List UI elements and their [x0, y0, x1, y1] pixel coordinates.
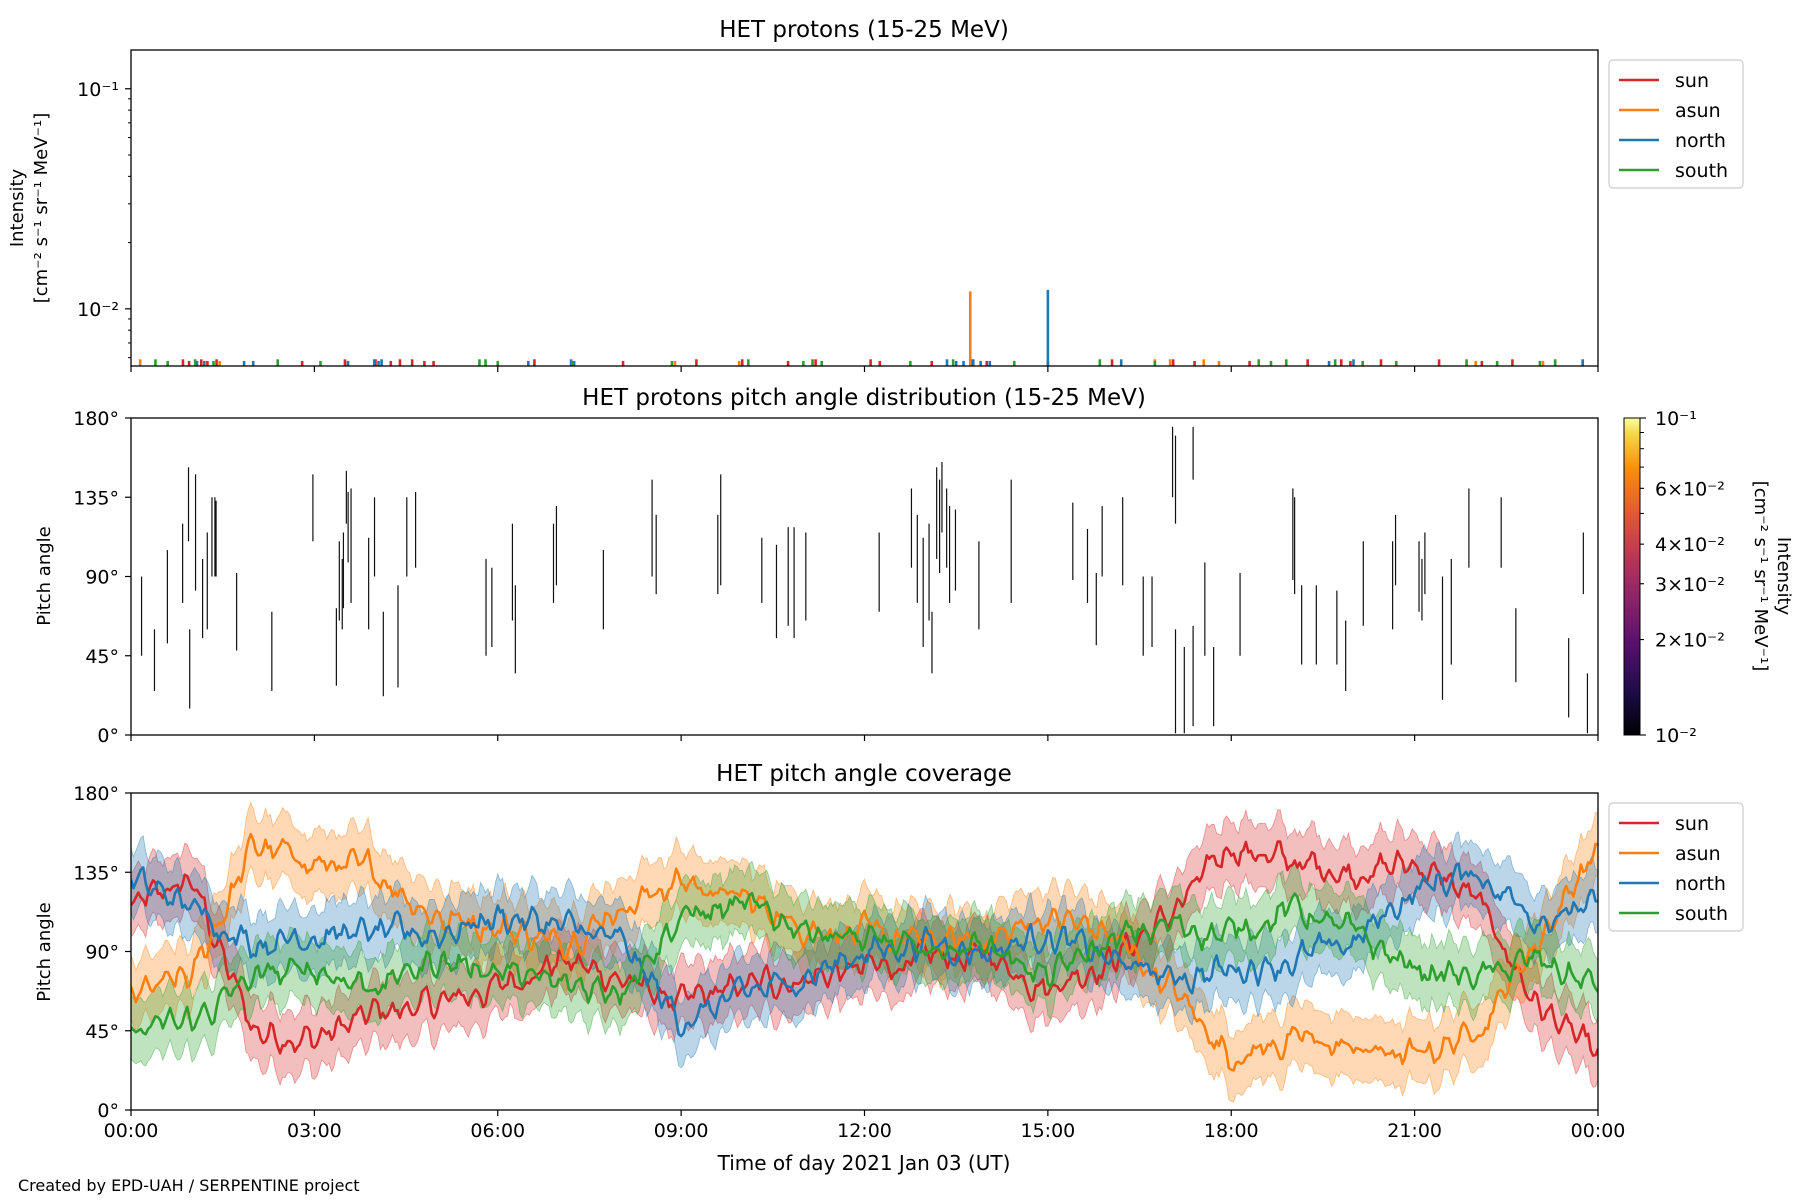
coverage-ylabel: Pitch angle — [34, 902, 55, 1001]
coverage-band-asun — [131, 801, 1598, 1103]
pad-ylabel: Pitch angle — [34, 526, 55, 625]
y-tick-label: 180° — [73, 408, 119, 430]
legend-label-north: north — [1675, 873, 1726, 895]
legend-label-asun: asun — [1675, 843, 1721, 865]
colorbar-tick-label: 4×10⁻² — [1655, 534, 1725, 556]
legend-box — [1608, 59, 1744, 189]
intensity-ylabel-line2: [cm⁻² s⁻¹ sr⁻¹ MeV⁻¹] — [31, 113, 52, 304]
legend-label-north: north — [1675, 130, 1726, 152]
coverage-x-ticks: 00:00 03:00 06:00 09:00 12:00 15:00 18:00 21:00… — [104, 1110, 1626, 1142]
legend-label-sun: sun — [1675, 70, 1709, 92]
coverage-panel: HET pitch angle coverage 0° 45° 90° 135° 180… — [34, 761, 1744, 1175]
pad-plot-area — [140, 426, 1589, 734]
y-tick-label: 135° — [73, 862, 119, 884]
y-tick-label: 0° — [97, 725, 119, 747]
pad-panel: HET protons pitch angle distribution (15… — [34, 385, 1794, 747]
legend-label-sun: sun — [1675, 813, 1709, 835]
y-tick-label: 135° — [73, 487, 119, 509]
intensity-y-ticks: 10⁻¹ 10⁻² — [77, 79, 131, 359]
y-tick-label: 10⁻² — [77, 299, 119, 321]
colorbar-tick-label: 10⁻² — [1655, 725, 1697, 747]
pad-title: HET protons pitch angle distribution (15… — [582, 385, 1146, 411]
y-tick-label: 45° — [85, 1021, 119, 1043]
coverage-legend: sun asun north south — [1608, 802, 1744, 932]
x-tick-label: 21:00 — [1387, 1120, 1442, 1142]
colorbar — [1623, 417, 1641, 736]
intensity-panel: HET protons (15-25 MeV) 10⁻¹ 10⁻² Intensi… — [7, 17, 1744, 372]
y-tick-label: 90° — [85, 942, 119, 964]
colorbar-tick-label: 3×10⁻² — [1655, 574, 1725, 596]
coverage-line-asun — [131, 832, 1598, 1072]
y-tick-label: 180° — [73, 783, 119, 805]
x-tick-label: 00:00 — [104, 1120, 159, 1142]
x-tick-label: 18:00 — [1204, 1120, 1259, 1142]
colorbar-ticks: 10⁻¹ 6×10⁻² 4×10⁻² 3×10⁻² 2×10⁻² 10⁻² — [1640, 408, 1725, 747]
x-axis-label: Time of day 2021 Jan 03 (UT) — [717, 1151, 1011, 1175]
colorbar-tick-label: 10⁻¹ — [1655, 408, 1697, 430]
intensity-plot-area — [138, 289, 1585, 366]
y-tick-label: 10⁻¹ — [77, 79, 119, 101]
intensity-title: HET protons (15-25 MeV) — [719, 17, 1009, 43]
colorbar-tick-label: 6×10⁻² — [1655, 478, 1725, 500]
coverage-title: HET pitch angle coverage — [716, 761, 1012, 787]
legend-label-south: south — [1675, 903, 1728, 925]
x-tick-label: 00:00 — [1571, 1120, 1626, 1142]
y-tick-label: 45° — [85, 646, 119, 668]
x-tick-label: 03:00 — [287, 1120, 342, 1142]
legend-box — [1608, 802, 1744, 932]
pad-x-ticks — [130, 735, 1599, 741]
x-tick-label: 09:00 — [654, 1120, 709, 1142]
intensity-axes-frame — [130, 49, 1599, 367]
coverage-y-ticks: 0° 45° 90° 135° 180° — [73, 783, 131, 1122]
x-tick-label: 15:00 — [1020, 1120, 1075, 1142]
colorbar-label-line2: [cm⁻² s⁻¹ sr⁻¹ MeV⁻¹] — [1750, 481, 1771, 672]
coverage-plot-area — [131, 801, 1598, 1103]
coverage-band-north — [131, 831, 1598, 1069]
x-tick-label: 06:00 — [470, 1120, 525, 1142]
intensity-x-ticks — [130, 366, 1599, 372]
intensity-ylabel-line1: Intensity — [7, 168, 28, 247]
x-tick-label: 12:00 — [837, 1120, 892, 1142]
colorbar-tick-label: 2×10⁻² — [1655, 630, 1725, 652]
legend-label-asun: asun — [1675, 100, 1721, 122]
pad-y-ticks: 0° 45° 90° 135° 180° — [73, 408, 131, 747]
intensity-legend: sun asun north south — [1608, 59, 1744, 189]
y-tick-label: 90° — [85, 567, 119, 589]
coverage-line-south — [131, 891, 1598, 1036]
colorbar-label-line1: Intensity — [1773, 537, 1794, 616]
legend-label-south: south — [1675, 160, 1728, 182]
y-tick-label: 0° — [97, 1100, 119, 1122]
coverage-line-north — [131, 862, 1598, 1038]
credit-text: Created by EPD-UAH / SERPENTINE project — [18, 1176, 360, 1195]
